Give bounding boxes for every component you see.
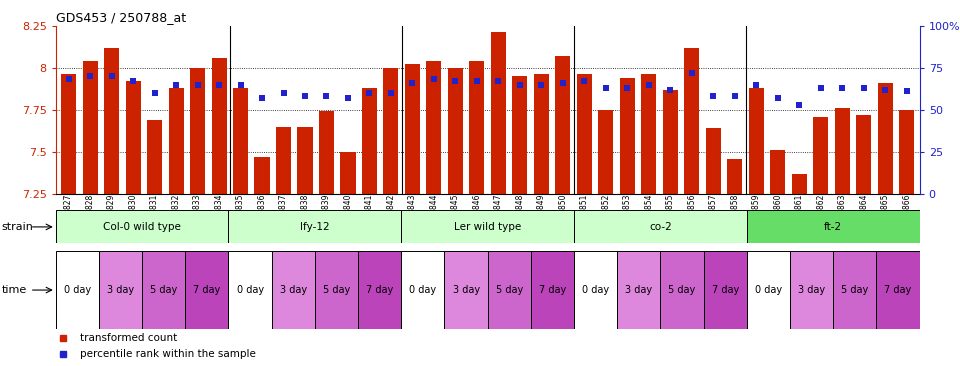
Bar [900, 110, 914, 194]
Text: ft-2: ft-2 [825, 222, 842, 232]
Bar [444, 251, 488, 329]
Bar [491, 32, 506, 194]
Bar [190, 68, 205, 194]
Text: Ler wild type: Ler wild type [454, 222, 521, 232]
Bar [272, 251, 315, 329]
Bar [401, 210, 574, 243]
Bar [660, 251, 704, 329]
Text: 3 day: 3 day [452, 285, 480, 295]
Bar [488, 251, 531, 329]
Bar [577, 74, 592, 194]
Bar [104, 48, 119, 194]
Text: strain: strain [2, 222, 34, 232]
Bar [747, 251, 790, 329]
Bar [469, 61, 485, 194]
Text: 3 day: 3 day [625, 285, 653, 295]
Bar [448, 68, 463, 194]
Text: 5 day: 5 day [150, 285, 178, 295]
Bar [835, 108, 850, 194]
Bar [126, 81, 140, 194]
Bar [228, 210, 401, 243]
Bar [56, 251, 99, 329]
Bar [770, 150, 785, 194]
Text: co-2: co-2 [649, 222, 672, 232]
Bar [169, 88, 183, 194]
Bar [401, 251, 444, 329]
Text: 7 day: 7 day [711, 285, 739, 295]
Text: 3 day: 3 day [107, 285, 134, 295]
Bar [228, 251, 272, 329]
Bar [620, 78, 635, 194]
Bar [426, 61, 442, 194]
Bar [341, 152, 355, 194]
Bar [362, 88, 377, 194]
Bar [556, 56, 570, 194]
Text: 7 day: 7 day [193, 285, 221, 295]
Bar [704, 251, 747, 329]
Bar [662, 90, 678, 194]
Text: time: time [2, 285, 27, 295]
Bar [147, 120, 162, 194]
Bar [185, 251, 228, 329]
Bar [405, 64, 420, 194]
Bar [358, 251, 401, 329]
Text: 0 day: 0 day [755, 285, 782, 295]
Bar [298, 127, 313, 194]
Bar [749, 88, 764, 194]
Bar [833, 251, 876, 329]
Bar [233, 88, 248, 194]
Bar [61, 74, 76, 194]
Bar [813, 116, 828, 194]
Bar [276, 127, 291, 194]
Text: 5 day: 5 day [841, 285, 869, 295]
Bar [534, 74, 549, 194]
Bar [684, 48, 700, 194]
Text: 3 day: 3 day [798, 285, 826, 295]
Text: 3 day: 3 day [279, 285, 307, 295]
Bar [211, 57, 227, 194]
Bar [747, 210, 920, 243]
Bar [254, 157, 270, 194]
Text: Col-0 wild type: Col-0 wild type [103, 222, 181, 232]
Text: 0 day: 0 day [409, 285, 437, 295]
Bar [99, 251, 142, 329]
Text: 0 day: 0 day [63, 285, 91, 295]
Bar [728, 158, 742, 194]
Bar [83, 61, 98, 194]
Text: GDS453 / 250788_at: GDS453 / 250788_at [56, 11, 186, 24]
Text: 0 day: 0 day [236, 285, 264, 295]
Bar [319, 112, 334, 194]
Bar [792, 174, 806, 194]
Bar [876, 251, 920, 329]
Bar [574, 210, 747, 243]
Bar [513, 76, 527, 194]
Text: 5 day: 5 day [668, 285, 696, 295]
Bar [790, 251, 833, 329]
Text: 7 day: 7 day [366, 285, 394, 295]
Bar [383, 68, 398, 194]
Bar [574, 251, 617, 329]
Text: percentile rank within the sample: percentile rank within the sample [80, 349, 255, 359]
Bar [706, 128, 721, 194]
Bar [142, 251, 185, 329]
Bar [617, 251, 660, 329]
Bar [856, 115, 872, 194]
Bar [641, 74, 657, 194]
Text: 7 day: 7 day [539, 285, 566, 295]
Bar [315, 251, 358, 329]
Bar [877, 83, 893, 194]
Text: transformed count: transformed count [80, 333, 177, 343]
Text: lfy-12: lfy-12 [300, 222, 329, 232]
Text: 5 day: 5 day [323, 285, 350, 295]
Text: 0 day: 0 day [582, 285, 610, 295]
Bar [56, 210, 228, 243]
Bar [598, 110, 613, 194]
Text: 7 day: 7 day [884, 285, 912, 295]
Text: 5 day: 5 day [495, 285, 523, 295]
Bar [531, 251, 574, 329]
